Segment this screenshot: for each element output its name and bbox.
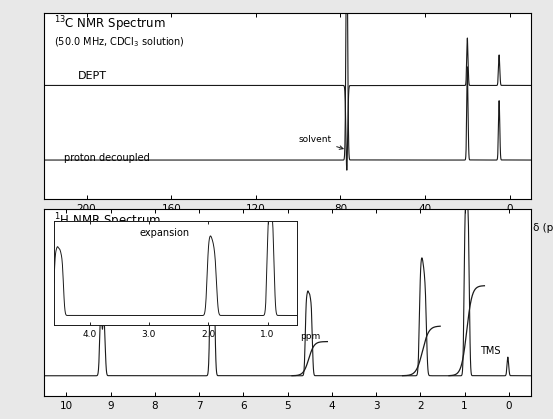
Text: DEPT: DEPT (79, 71, 107, 81)
Text: (50.0 MHz, CDCl$_3$ solution): (50.0 MHz, CDCl$_3$ solution) (54, 35, 185, 49)
Text: δ (ppm): δ (ppm) (533, 223, 553, 233)
Text: (200 MHz, CDCl$_3$ solution): (200 MHz, CDCl$_3$ solution) (54, 232, 182, 246)
Text: $^{1}$H NMR Spectrum: $^{1}$H NMR Spectrum (54, 211, 161, 231)
Text: proton decoupled: proton decoupled (64, 153, 149, 163)
Text: $^{13}$C NMR Spectrum: $^{13}$C NMR Spectrum (54, 14, 166, 34)
Text: TMS: TMS (480, 346, 500, 356)
Text: solvent: solvent (298, 135, 343, 149)
